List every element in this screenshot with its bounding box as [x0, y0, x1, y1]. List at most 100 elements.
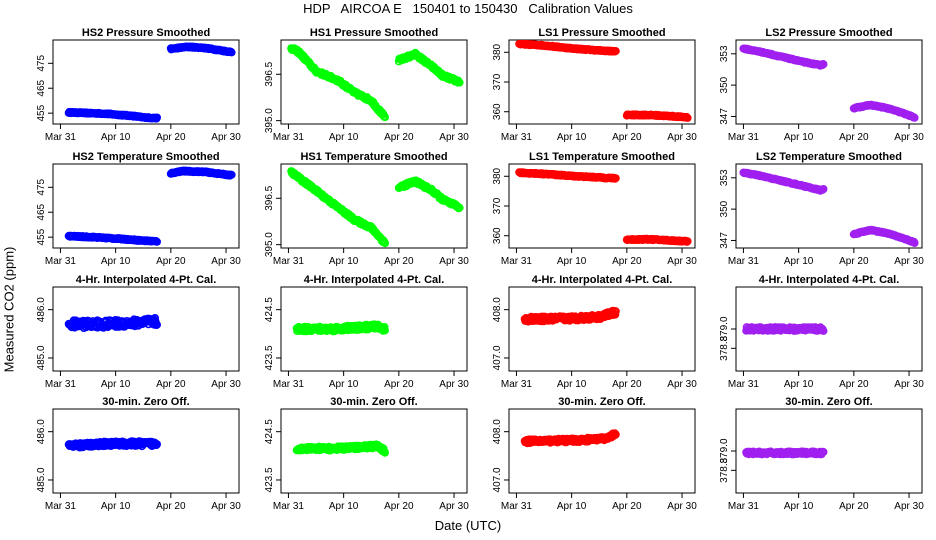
data-points — [64, 166, 236, 246]
panel-frame — [280, 39, 468, 125]
y-tick-label: 395.0 — [264, 232, 275, 257]
panel-frame — [735, 39, 923, 125]
x-tick-label: Apr 20 — [384, 379, 414, 390]
panel-16: 30-min. Zero Off. Mar 31 Apr 10 Apr 20 Apr 3… — [719, 396, 924, 512]
x-tick-label: Apr 30 — [211, 501, 241, 512]
y-tick-label: 378.8 — [719, 335, 730, 360]
data-points — [520, 306, 620, 326]
data-point — [153, 320, 162, 329]
panel-title: 30-min. Zero Off. — [102, 396, 189, 408]
data-points — [742, 323, 828, 335]
data-point — [611, 430, 620, 439]
panel-frame — [508, 286, 696, 372]
y-tick-label: 455 — [36, 228, 47, 245]
x-tick-label: Apr 10 — [329, 501, 359, 512]
panel-title: 30-min. Zero Off. — [558, 396, 645, 408]
x-tick-label: Apr 30 — [667, 379, 697, 390]
x-tick-label: Mar 31 — [501, 501, 533, 512]
y-tick-label: 370 — [492, 73, 503, 90]
x-tick-label: Apr 10 — [329, 132, 359, 143]
x-tick-label: Apr 10 — [784, 256, 814, 267]
y-tick-label: 353 — [719, 45, 730, 62]
data-points — [287, 44, 464, 122]
y-tick-label: 350 — [719, 200, 730, 217]
x-tick-label: Mar 31 — [501, 379, 533, 390]
x-tick-label: Apr 30 — [211, 132, 241, 143]
x-tick-label: Apr 30 — [211, 379, 241, 390]
y-tick-label: 455 — [36, 104, 47, 121]
x-tick-label: Mar 31 — [728, 256, 760, 267]
data-point — [683, 113, 692, 122]
data-point — [153, 113, 162, 122]
panel-4: LS2 Pressure Smoothed Mar 31 Apr 10 Apr 20 A… — [719, 27, 924, 143]
x-tick-label: Apr 30 — [439, 256, 469, 267]
y-tick-label: 380 — [492, 43, 503, 60]
data-point — [151, 313, 160, 322]
panel-7: LS1 Temperature Smoothed Mar 31 Apr 10 Apr … — [492, 151, 697, 267]
x-tick-label: Mar 31 — [728, 132, 760, 143]
panel-8: LS2 Temperature Smoothed Mar 31 Apr 10 Apr … — [719, 151, 924, 267]
x-tick-label: Apr 30 — [667, 132, 697, 143]
y-tick-label: 465 — [36, 203, 47, 220]
y-tick-label: 360 — [492, 103, 503, 120]
x-tick-label: Apr 30 — [211, 256, 241, 267]
x-tick-label: Apr 30 — [894, 379, 924, 390]
x-tick-label: Mar 31 — [273, 132, 305, 143]
x-tick-label: Apr 10 — [101, 379, 131, 390]
panel-title: LS2 Temperature Smoothed — [756, 151, 902, 163]
panel-frame — [280, 286, 468, 372]
data-point — [380, 113, 389, 122]
x-tick-label: Apr 20 — [384, 501, 414, 512]
x-tick-label: Apr 30 — [667, 256, 697, 267]
data-point — [611, 307, 620, 316]
data-point — [611, 174, 620, 183]
panel-11: 4-Hr. Interpolated 4-Pt. Cal. Mar 31 Apr 1… — [492, 274, 697, 390]
data-point — [227, 48, 236, 57]
x-tick-label: Apr 20 — [384, 256, 414, 267]
data-points — [287, 167, 464, 248]
y-tick-label: 380 — [492, 167, 503, 184]
data-point — [227, 170, 236, 179]
x-tick-label: Apr 10 — [557, 501, 587, 512]
x-tick-label: Apr 10 — [329, 379, 359, 390]
x-tick-label: Apr 20 — [612, 379, 642, 390]
x-axis-label: Date (UTC) — [434, 518, 502, 533]
y-tick-label: 408.0 — [492, 419, 503, 444]
data-point — [611, 310, 620, 319]
data-points — [520, 429, 620, 448]
panel-1: HS2 Pressure Smoothed Mar 31 Apr 10 Apr 20 A… — [36, 27, 241, 143]
y-tick-label: 408.0 — [492, 297, 503, 322]
x-tick-label: Apr 20 — [839, 256, 869, 267]
data-point — [910, 239, 919, 248]
y-tick-label: 347 — [719, 232, 730, 249]
x-tick-label: Apr 20 — [156, 379, 186, 390]
panel-title: HS1 Temperature Smoothed — [300, 151, 447, 163]
x-tick-label: Apr 20 — [839, 379, 869, 390]
panel-title: 30-min. Zero Off. — [330, 396, 417, 408]
data-points — [292, 440, 389, 457]
data-point — [819, 447, 828, 456]
panel-frame — [52, 408, 240, 494]
y-tick-label: 407.0 — [492, 345, 503, 370]
x-tick-label: Mar 31 — [45, 132, 77, 143]
x-tick-label: Apr 10 — [557, 132, 587, 143]
panel-title: 30-min. Zero Off. — [785, 396, 872, 408]
x-tick-label: Apr 30 — [439, 501, 469, 512]
x-tick-label: Apr 10 — [101, 256, 131, 267]
data-point — [683, 237, 692, 246]
y-tick-label: 475 — [36, 179, 47, 196]
x-tick-label: Apr 10 — [557, 379, 587, 390]
y-tick-label: 485.0 — [36, 467, 47, 492]
x-tick-label: Mar 31 — [273, 379, 305, 390]
y-tick-label: 424.5 — [264, 297, 275, 322]
panel-2: HS1 Pressure Smoothed Mar 31 Apr 10 Apr 20 A… — [264, 27, 469, 143]
panel-title: LS1 Pressure Smoothed — [538, 27, 665, 39]
x-tick-label: Apr 10 — [784, 501, 814, 512]
panel-title: LS1 Temperature Smoothed — [529, 151, 675, 163]
panel-15: 30-min. Zero Off. Mar 31 Apr 10 Apr 20 Apr 3… — [492, 396, 697, 512]
x-tick-label: Apr 20 — [839, 132, 869, 143]
data-points — [515, 168, 692, 246]
data-point — [380, 322, 389, 331]
x-tick-label: Apr 10 — [784, 132, 814, 143]
